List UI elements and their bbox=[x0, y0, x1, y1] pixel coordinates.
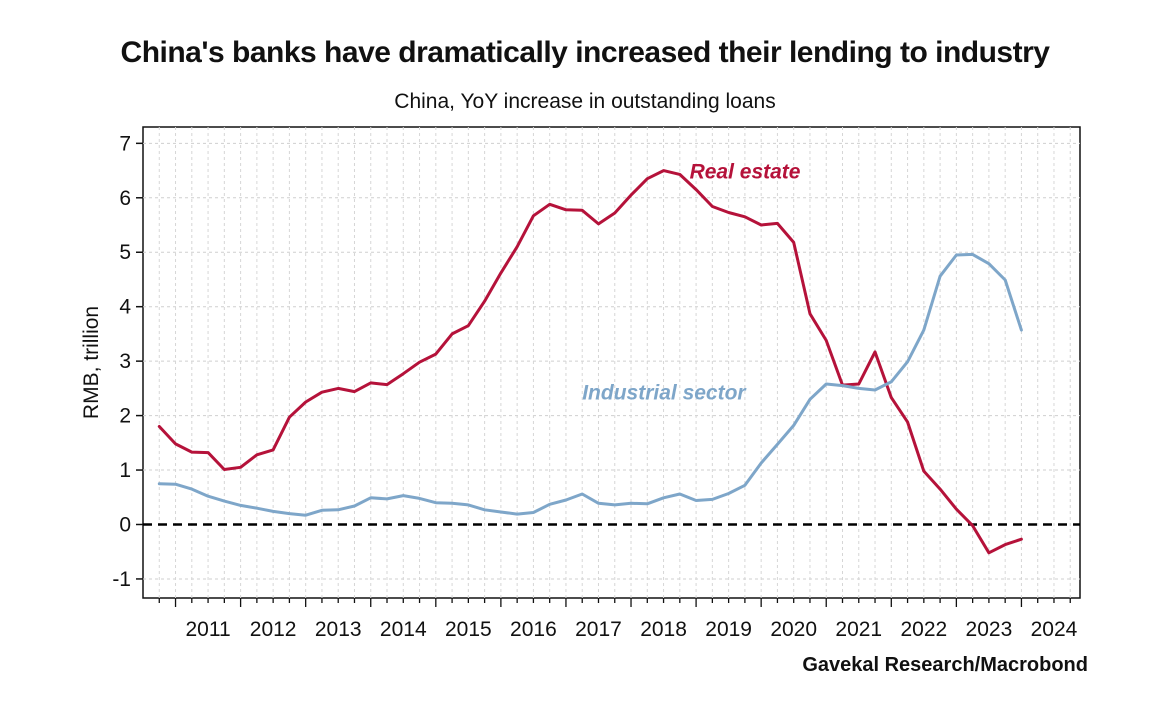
x-tick-label: 2021 bbox=[835, 618, 882, 641]
x-axis: 2011 2012 2013 2014 2015 2016 2017 2018 2019 2020… bbox=[158, 598, 1078, 641]
y-tick-label: 3 bbox=[119, 350, 131, 373]
x-tick-label: 2018 bbox=[640, 618, 687, 641]
x-tick-label: 2015 bbox=[445, 618, 492, 641]
x-tick-label: 2023 bbox=[966, 618, 1013, 641]
y-tick-label: 6 bbox=[119, 187, 131, 210]
x-tick-label: 2022 bbox=[900, 618, 947, 641]
series-label-real-estate: Real estate bbox=[690, 161, 801, 184]
y-tick-label: 0 bbox=[119, 513, 131, 536]
series-line-industrial-sector bbox=[157, 252, 1023, 517]
y-tick-label: 1 bbox=[119, 459, 131, 482]
x-tick-label: 2012 bbox=[250, 618, 297, 641]
y-tick-label: 4 bbox=[119, 296, 131, 319]
x-tick-label: 2016 bbox=[510, 618, 557, 641]
y-axis-title: RMB, trillion bbox=[80, 306, 103, 419]
x-tick-label: 2019 bbox=[705, 618, 752, 641]
x-tick-label: 2014 bbox=[380, 618, 427, 641]
x-tick-label: 2024 bbox=[1031, 618, 1078, 641]
x-tick-label: 2020 bbox=[770, 618, 817, 641]
x-tick-label: 2011 bbox=[185, 618, 230, 641]
series-line-real-estate bbox=[157, 169, 1023, 555]
series-label-industrial-sector: Industrial sector bbox=[582, 381, 747, 404]
chart-subtitle: China, YoY increase in outstanding loans bbox=[394, 90, 776, 113]
y-tick-label: 7 bbox=[119, 132, 131, 155]
y-tick-label: -1 bbox=[112, 568, 131, 591]
series-lines bbox=[157, 169, 1023, 555]
chart-title: China's banks have dramatically increase… bbox=[120, 36, 1050, 69]
y-tick-label: 2 bbox=[119, 405, 131, 428]
x-tick-label: 2017 bbox=[575, 618, 622, 641]
source-credit: Gavekal Research/Macrobond bbox=[802, 654, 1088, 676]
plot-area bbox=[142, 126, 1081, 599]
grid-lines bbox=[143, 127, 1080, 598]
x-tick-label: 2013 bbox=[315, 618, 362, 641]
y-tick-label: 5 bbox=[119, 241, 131, 264]
y-axis: -1 0 1 2 3 4 5 6 7 bbox=[112, 132, 143, 591]
